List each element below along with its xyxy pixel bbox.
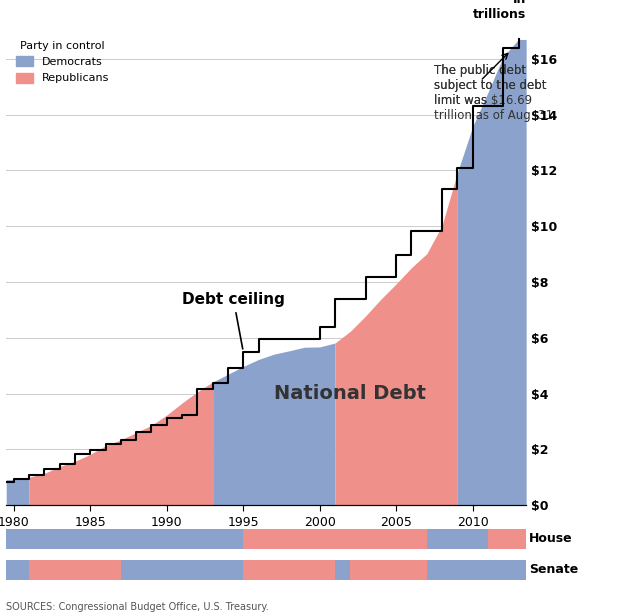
Text: National Debt: National Debt [274,384,426,403]
Text: Debt ceiling: Debt ceiling [182,292,285,349]
Bar [350,560,426,580]
Legend: Democrats, Republicans: Democrats, Republicans [12,36,113,88]
Bar [243,560,335,580]
Bar [29,560,121,580]
Bar [488,529,526,549]
Bar [426,560,526,580]
Bar [426,529,488,549]
Text: Senate: Senate [529,563,579,577]
Text: The public debt
subject to the debt
limit was $16.69
trillion as of Aug. 31.: The public debt subject to the debt limi… [435,64,557,123]
Bar [335,560,350,580]
Bar [6,529,243,549]
Bar [121,560,243,580]
Text: The public debt
subject to the debt
limit was: The public debt subject to the debt limi… [435,64,547,107]
Bar [6,560,29,580]
Text: SOURCES: Congressional Budget Office, U.S. Treasury.: SOURCES: Congressional Budget Office, U.… [6,602,269,612]
Text: House: House [529,532,573,546]
Bar [243,529,426,549]
Text: In
trillions: In trillions [473,0,526,22]
